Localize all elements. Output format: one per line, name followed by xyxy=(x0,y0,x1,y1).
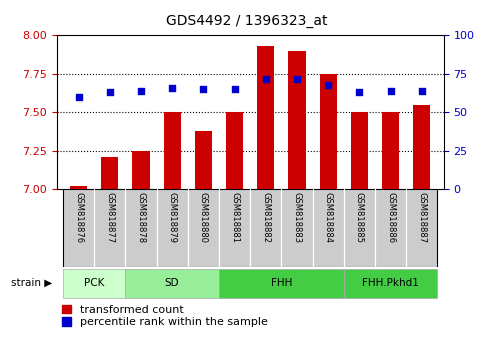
Bar xyxy=(188,189,219,267)
Bar xyxy=(164,113,181,189)
Bar xyxy=(319,74,337,189)
Text: GSM818878: GSM818878 xyxy=(137,192,145,243)
Bar xyxy=(63,189,94,267)
Text: GSM818884: GSM818884 xyxy=(324,192,333,243)
Bar xyxy=(406,189,437,267)
Point xyxy=(387,88,394,94)
Text: GSM818880: GSM818880 xyxy=(199,192,208,243)
Bar xyxy=(219,189,250,267)
Point xyxy=(324,82,332,87)
Bar xyxy=(313,189,344,267)
Text: GSM818881: GSM818881 xyxy=(230,192,239,243)
Bar xyxy=(375,189,406,267)
Bar xyxy=(344,189,375,267)
Text: GSM818879: GSM818879 xyxy=(168,192,176,243)
Text: GSM818885: GSM818885 xyxy=(355,192,364,243)
Text: SD: SD xyxy=(165,278,179,288)
Bar xyxy=(257,46,275,189)
Point xyxy=(106,90,114,95)
Point xyxy=(293,76,301,81)
Bar xyxy=(94,189,125,267)
Bar xyxy=(219,269,344,297)
Bar xyxy=(157,189,188,267)
Point xyxy=(168,85,176,91)
Bar xyxy=(413,105,430,189)
Text: GSM818886: GSM818886 xyxy=(386,192,395,243)
Text: GSM818887: GSM818887 xyxy=(418,192,426,243)
Text: GSM818882: GSM818882 xyxy=(261,192,270,243)
Legend: transformed count, percentile rank within the sample: transformed count, percentile rank withi… xyxy=(62,305,268,327)
Text: strain ▶: strain ▶ xyxy=(10,278,52,288)
Bar xyxy=(125,269,219,297)
Point xyxy=(200,86,208,92)
Point xyxy=(418,88,426,94)
Text: FHH.Pkhd1: FHH.Pkhd1 xyxy=(362,278,419,288)
Point xyxy=(262,76,270,81)
Bar xyxy=(226,113,243,189)
Bar xyxy=(133,151,149,189)
Bar xyxy=(344,269,437,297)
Bar xyxy=(101,157,118,189)
Text: FHH: FHH xyxy=(271,278,292,288)
Point xyxy=(74,94,82,100)
Text: GSM818876: GSM818876 xyxy=(74,192,83,243)
Bar xyxy=(382,113,399,189)
Point xyxy=(231,86,239,92)
Text: GDS4492 / 1396323_at: GDS4492 / 1396323_at xyxy=(166,14,327,28)
Bar xyxy=(125,189,157,267)
Bar xyxy=(250,189,282,267)
Bar xyxy=(288,51,306,189)
Text: PCK: PCK xyxy=(84,278,105,288)
Point xyxy=(137,88,145,94)
Point xyxy=(355,90,363,95)
Text: GSM818883: GSM818883 xyxy=(292,192,302,243)
Bar xyxy=(195,131,212,189)
Bar xyxy=(351,113,368,189)
Bar xyxy=(282,189,313,267)
Bar xyxy=(70,186,87,189)
Text: GSM818877: GSM818877 xyxy=(105,192,114,243)
Bar xyxy=(63,269,125,297)
